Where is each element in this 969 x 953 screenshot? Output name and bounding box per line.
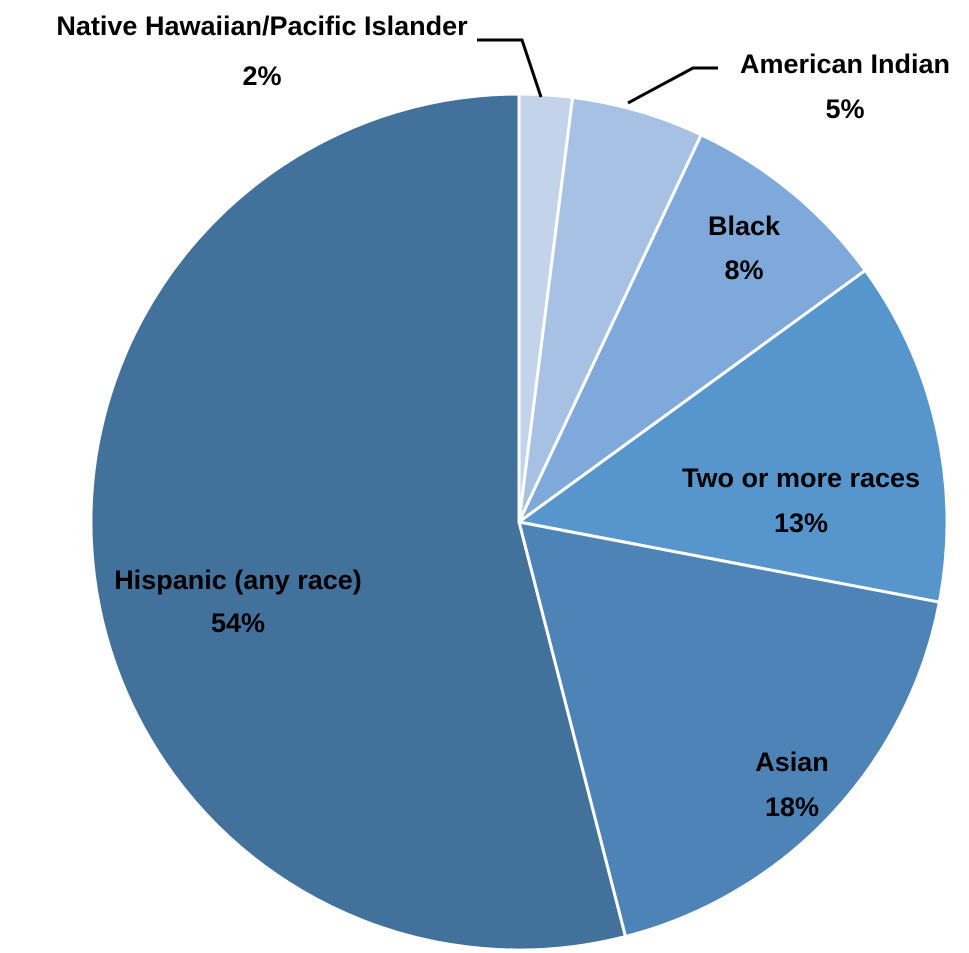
slice-label-name: Asian (755, 747, 829, 777)
pie-slices (89, 92, 949, 952)
pie-slice-black (517, 132, 868, 524)
pie-slice-asian (516, 520, 942, 939)
slice-labels: Native Hawaiian/Pacific Islander 2% Americ… (56, 11, 950, 822)
leader-line-native-hawaiian (477, 38, 543, 98)
slice-label-name: Two or more races (682, 463, 920, 493)
slice-label-value: 8% (724, 255, 763, 285)
pie-slice-hispanic-any-race (89, 92, 628, 952)
leader-line-american-indian (627, 66, 718, 105)
pie-slice-two-or-more-races (515, 268, 949, 604)
leader-lines (477, 38, 718, 105)
slice-label-value: 18% (765, 792, 819, 822)
slice-label-name: Native Hawaiian/Pacific Islander (56, 11, 468, 41)
slice-label-name: Hispanic (any race) (114, 565, 362, 595)
slice-label-name: Black (708, 211, 781, 241)
slice-label-name: American Indian (740, 49, 950, 79)
slice-label-value: 5% (825, 94, 864, 124)
slice-label-value: 13% (774, 508, 828, 538)
slice-label-value: 54% (211, 608, 265, 638)
slice-label-value: 2% (242, 61, 281, 91)
